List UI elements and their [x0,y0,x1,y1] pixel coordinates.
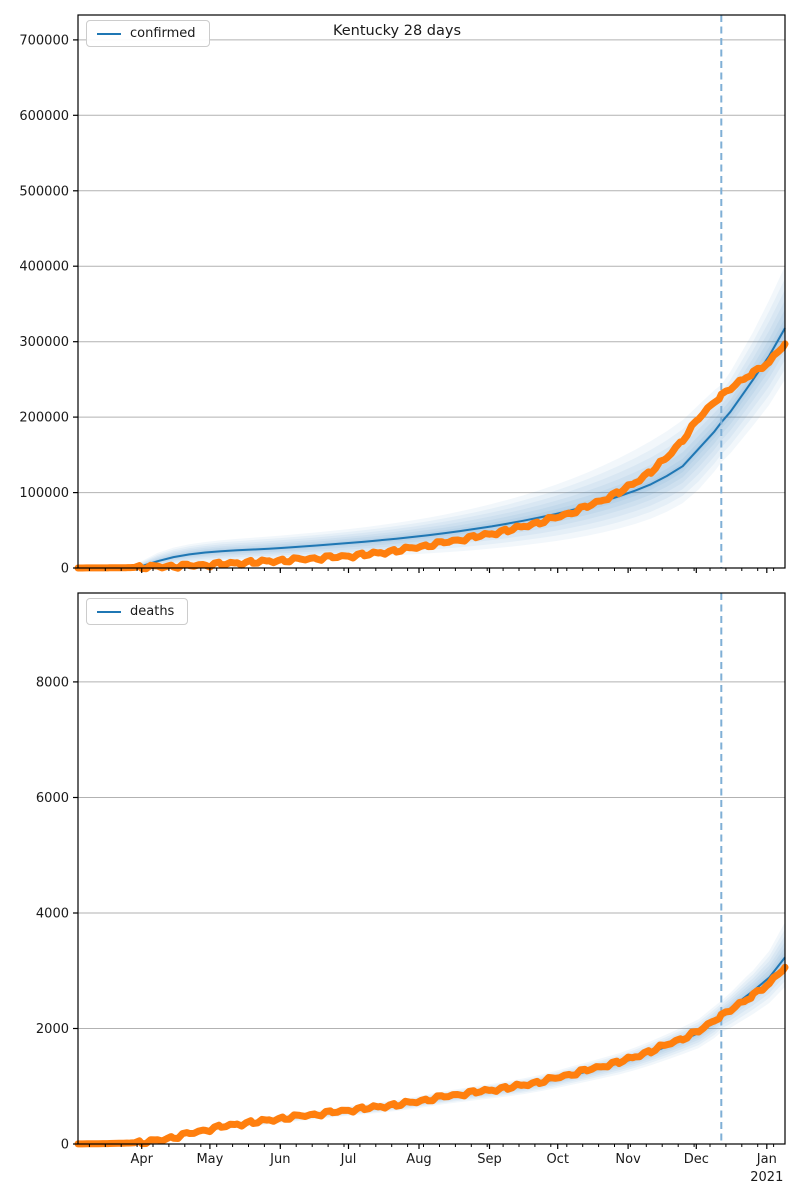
month-label: Aug [406,1152,431,1167]
legend-label-confirmed: confirmed [130,26,196,41]
chart-title: Kentucky 28 days [332,23,462,39]
actual-data-line [74,963,789,1148]
month-label: Nov [615,1152,641,1167]
axes-spines [77,14,786,569]
y-tick-label: 2000 [36,1022,69,1037]
axes-spines [77,592,786,1145]
deaths-subplot: 0 2000 4000 6000 8000 [36,592,789,1153]
y-tick-label: 500000 [19,184,69,199]
month-label: Dec [684,1152,709,1167]
y-tick-label: 200000 [19,411,69,426]
y-tick-label: 700000 [19,33,69,48]
confidence-band [78,309,785,568]
legend-label-deaths: deaths [130,604,175,619]
legend-line-icon [97,32,121,35]
y-tick-label: 4000 [36,907,69,922]
month-label: Apr [130,1152,153,1167]
y-tick-label: 8000 [36,675,69,690]
legend-line-icon [97,610,121,613]
y-tick-label: 0 [61,562,69,577]
year-label: 2021 [750,1170,783,1185]
y-tick-label: 100000 [19,486,69,501]
month-label: Jun [269,1152,290,1167]
confirmed-subplot: 0 100000 200000 300000 400000 500000 600000 700… [19,14,789,577]
confidence-band [78,946,785,1144]
y-tick-label: 400000 [19,260,69,275]
y-tick-label: 0 [61,1138,69,1153]
prediction-line [78,327,786,569]
actual-data-line [74,340,789,573]
month-label: May [196,1152,223,1167]
y-tick-label: 600000 [19,109,69,124]
month-label: Oct [546,1152,568,1167]
month-label: Jan [756,1152,777,1167]
legend-confirmed: confirmed [86,20,210,47]
y-tick-label: 6000 [36,791,69,806]
month-label: Sep [477,1152,502,1167]
month-label: Jul [340,1152,357,1167]
confidence-band [78,266,785,568]
legend-deaths: deaths [86,598,189,625]
y-tick-label: 300000 [19,335,69,350]
